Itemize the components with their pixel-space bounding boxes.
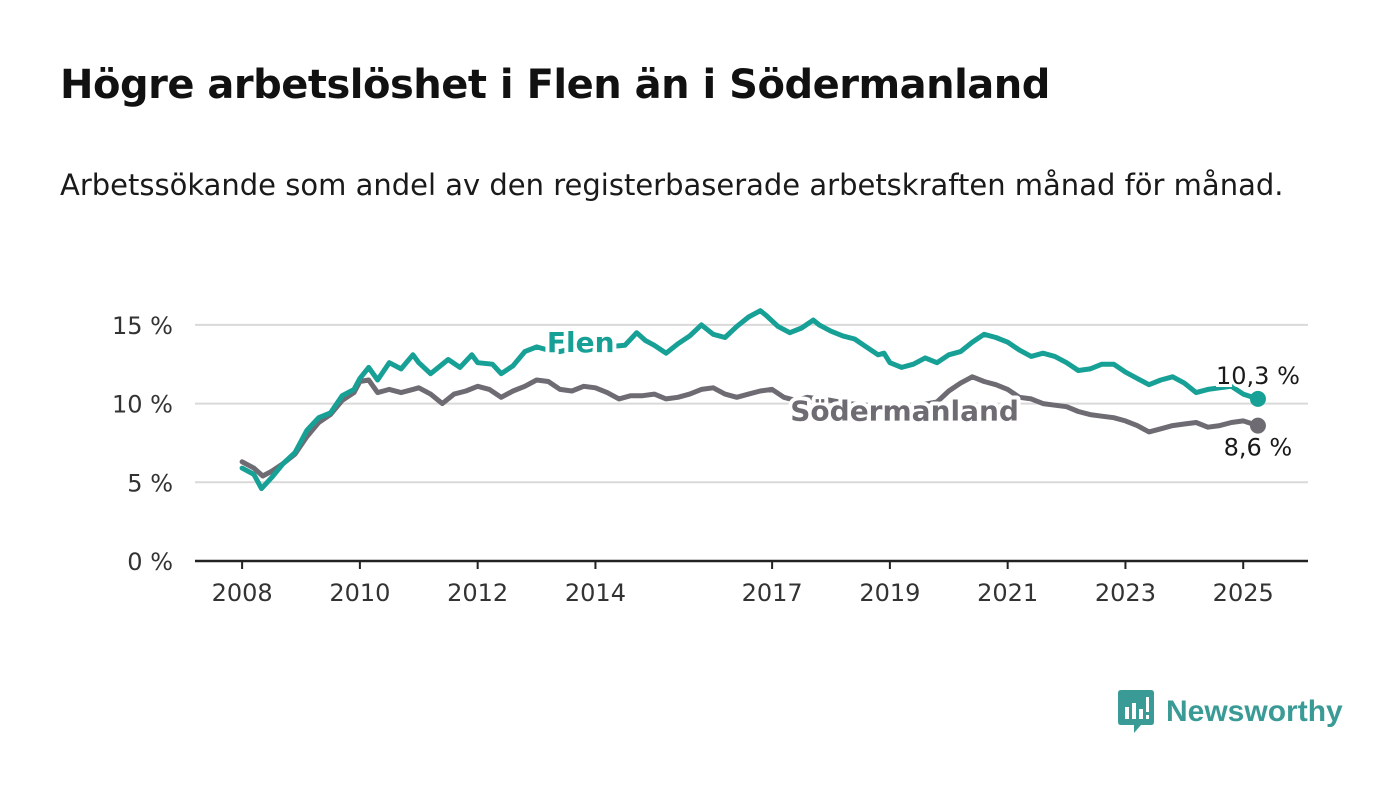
series-label-flen: Flen bbox=[547, 326, 615, 359]
end-point-flen bbox=[1249, 390, 1266, 407]
y-tick-label: 10 % bbox=[112, 391, 173, 419]
y-axis-tick-labels: 0 % 5 % 10 % 15 % bbox=[112, 312, 173, 576]
series-label-sodermanland: Södermanland bbox=[790, 395, 1019, 428]
x-tick-label: 2023 bbox=[1095, 579, 1156, 607]
x-axis bbox=[195, 559, 1308, 569]
x-tick-label: 2017 bbox=[742, 579, 803, 607]
brand-name: Newsworthy bbox=[1166, 695, 1343, 728]
end-value-label: 8,6 % bbox=[1224, 434, 1293, 462]
x-tick-label: 2012 bbox=[447, 579, 508, 607]
y-tick-label: 15 % bbox=[112, 312, 173, 340]
x-tick-label: 2008 bbox=[212, 579, 273, 607]
chart-subtitle: Arbetssökande som andel av den registerb… bbox=[60, 168, 1284, 202]
x-tick-label: 2021 bbox=[977, 579, 1038, 607]
x-tick-label: 2019 bbox=[859, 579, 920, 607]
newsworthy-logo-icon bbox=[1118, 690, 1154, 733]
line-chart: 0 %5 %10 %15 % 2008 2010 2012 2014 2017 2019 2… bbox=[112, 308, 1308, 607]
chart-title: Högre arbetslöshet i Flen än i Södermanl… bbox=[60, 62, 1050, 108]
y-tick-label: 5 % bbox=[127, 469, 173, 497]
series-labels: Flen Södermanland 10,3 % 8,6 % bbox=[543, 322, 1303, 464]
y-tick-label: 0 % bbox=[127, 548, 173, 576]
grid-lines bbox=[195, 323, 1308, 484]
series-line-sodermanland bbox=[239, 374, 1261, 479]
series-line-flen bbox=[239, 308, 1261, 492]
x-tick-label: 2010 bbox=[329, 579, 390, 607]
end-value-label: 10,3 % bbox=[1216, 362, 1300, 390]
x-tick-label: 2025 bbox=[1213, 579, 1274, 607]
x-tick-label: 2014 bbox=[565, 579, 626, 607]
series-lines bbox=[239, 308, 1261, 492]
x-axis-tick-labels: 2008 2010 2012 2014 2017 2019 2021 2023 2025 bbox=[212, 579, 1274, 607]
brand-logo: Newsworthy bbox=[1118, 690, 1343, 734]
end-point-sodermanland bbox=[1249, 417, 1266, 434]
